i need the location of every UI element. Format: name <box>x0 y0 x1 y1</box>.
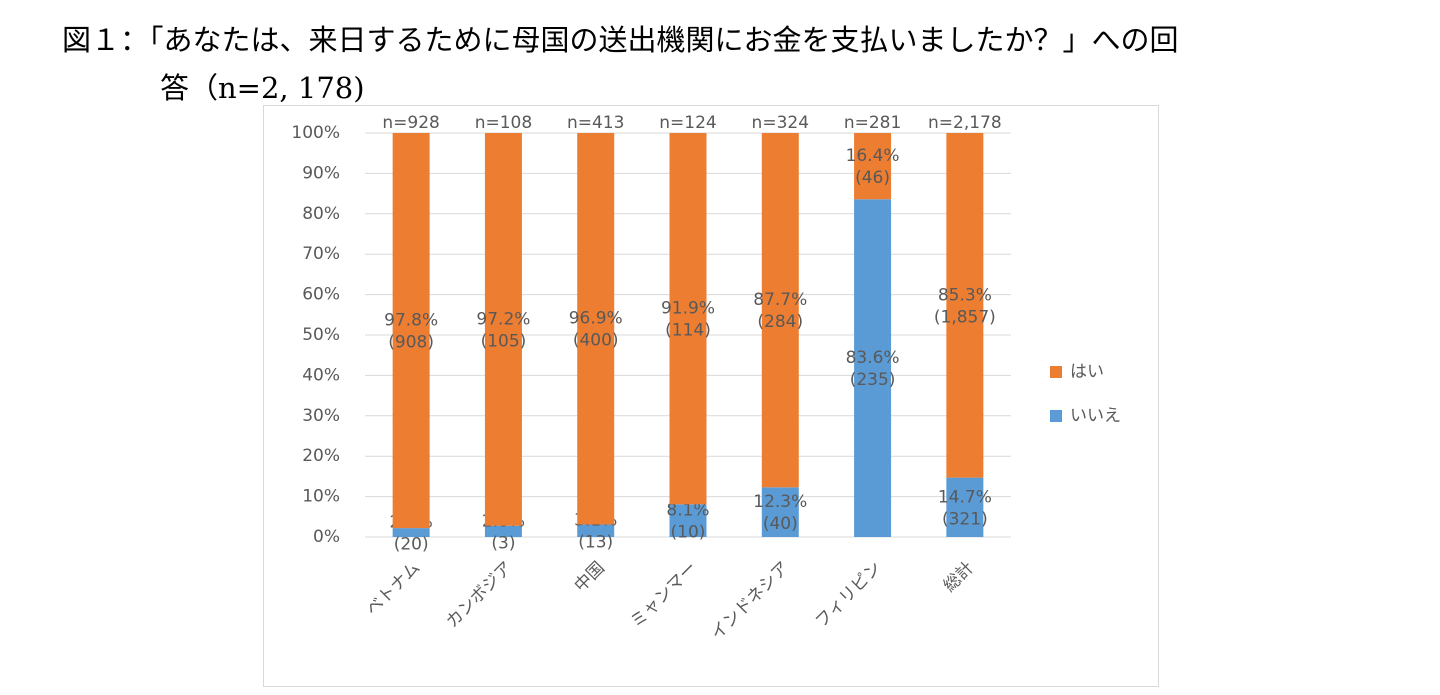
y-tick-label: 50% <box>302 325 340 345</box>
chart-title: 図１：「あなたは、来日するために母国の送出機関にお金を支払いましたか？」への回 <box>62 23 1179 57</box>
bar-segment <box>484 133 522 526</box>
value-label: 12.3% <box>753 492 807 512</box>
y-tick-label: 60% <box>302 285 340 305</box>
value-label: 83.6% <box>846 348 900 368</box>
count-label: (46) <box>855 168 890 188</box>
value-label: 91.9% <box>661 299 715 319</box>
n-label: n=928 <box>382 113 439 133</box>
value-label: 16.4% <box>846 146 900 166</box>
bar-segment <box>854 199 892 538</box>
count-label: (400) <box>573 331 619 351</box>
bar-segment <box>669 133 707 505</box>
y-tick-label: 0% <box>313 527 340 547</box>
count-label: (105) <box>481 331 527 351</box>
bar-segment <box>392 133 430 529</box>
x-tick-label: 中国 <box>571 558 609 596</box>
legend-label: いいえ <box>1070 406 1121 426</box>
count-label: (114) <box>665 321 711 341</box>
chart-title: 答（n=2, 178) <box>160 71 365 105</box>
n-label: n=2,178 <box>928 113 1002 133</box>
count-label: (40) <box>763 514 798 534</box>
y-tick-label: 70% <box>302 244 340 264</box>
x-tick-label: 総計 <box>940 558 978 596</box>
count-label: (908) <box>388 333 434 353</box>
value-label: 96.9% <box>569 309 623 329</box>
n-label: n=108 <box>475 113 532 133</box>
bar-segment <box>761 487 799 537</box>
bar-segment <box>669 504 707 537</box>
n-label: n=413 <box>567 113 624 133</box>
bar-segment <box>392 528 430 537</box>
count-label: (321) <box>942 509 988 529</box>
x-tick-label: ミャンマー <box>627 558 701 632</box>
value-label: 87.7% <box>753 290 807 310</box>
bar-segment <box>484 525 522 537</box>
y-tick-label: 20% <box>302 446 340 466</box>
x-tick-label: フィリピン <box>812 558 886 632</box>
bar-segment <box>946 133 984 478</box>
count-label: (235) <box>850 370 896 390</box>
legend-label: はい <box>1070 362 1104 382</box>
n-label: n=281 <box>844 113 901 133</box>
chart-frame <box>263 105 1159 687</box>
count-label: (13) <box>578 533 613 553</box>
count-label: (3) <box>491 533 515 553</box>
bar-segment <box>577 133 615 525</box>
x-tick-label: カンボジア <box>442 558 516 632</box>
y-tick-label: 80% <box>302 204 340 224</box>
n-label: n=124 <box>659 113 716 133</box>
count-label: (284) <box>757 312 803 332</box>
count-label: (1,857) <box>934 307 996 327</box>
value-label: 97.8% <box>384 311 438 331</box>
bar-segment <box>946 477 984 537</box>
count-label: (10) <box>671 523 706 543</box>
bar-segment <box>761 133 799 488</box>
y-tick-label: 90% <box>302 163 340 183</box>
legend-swatch <box>1050 366 1062 378</box>
legend-swatch <box>1050 410 1062 422</box>
y-tick-label: 100% <box>291 123 340 143</box>
value-label: 85.3% <box>938 285 992 305</box>
value-label: 8.1% <box>666 501 709 521</box>
value-label: 97.2% <box>476 309 530 329</box>
bar-segment <box>854 133 892 200</box>
x-tick-label: インドネシア <box>707 558 793 644</box>
x-tick-label: ベトナム <box>362 558 424 620</box>
n-label: n=324 <box>752 113 809 133</box>
y-tick-label: 30% <box>302 406 340 426</box>
count-label: (20) <box>394 535 429 555</box>
y-tick-label: 40% <box>302 365 340 385</box>
value-label: 14.7% <box>938 487 992 507</box>
y-tick-label: 10% <box>302 487 340 507</box>
bar-segment <box>577 524 615 537</box>
